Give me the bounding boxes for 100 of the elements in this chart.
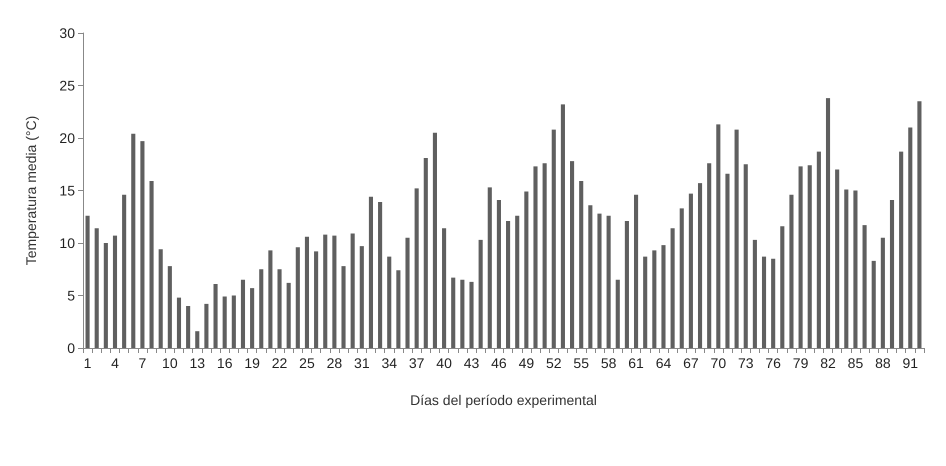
bar (150, 181, 154, 348)
bar (707, 163, 712, 348)
bar (808, 165, 812, 348)
bar (259, 269, 264, 348)
x-axis-title: Días del período experimental (410, 392, 597, 408)
x-tick-label: 67 (683, 355, 699, 371)
bar (414, 188, 419, 348)
bar (240, 280, 246, 348)
x-tick-label: 76 (765, 355, 782, 371)
bar (862, 225, 867, 348)
x-tick-label: 25 (299, 355, 315, 371)
bar (716, 124, 720, 348)
bar (168, 266, 172, 348)
bar (213, 284, 218, 348)
bar (122, 194, 126, 348)
y-tick-label: 30 (59, 25, 76, 41)
x-tick-label: 49 (518, 355, 534, 371)
bar (872, 260, 876, 348)
bar (588, 205, 592, 348)
x-tick-label: 1 (84, 355, 92, 371)
bar (204, 304, 208, 348)
x-tick-label: 4 (111, 355, 120, 371)
bar (752, 240, 757, 348)
bar (424, 158, 428, 348)
x-tick-label: 37 (408, 355, 425, 371)
bar (789, 194, 794, 348)
bar (560, 104, 565, 348)
bar (524, 192, 528, 348)
bar (606, 216, 611, 348)
bar (917, 101, 922, 348)
y-tick-label: 15 (59, 182, 76, 198)
x-tick-label: 43 (464, 355, 480, 371)
x-tick-label: 88 (875, 355, 891, 371)
bar (624, 220, 629, 348)
bar (744, 164, 748, 348)
bar (140, 141, 144, 348)
bar (634, 194, 638, 348)
bar (780, 226, 784, 348)
y-tick-label: 0 (67, 340, 76, 356)
bar (378, 202, 382, 348)
bar (661, 245, 666, 348)
bar (496, 200, 501, 348)
y-axis-title: Temperatura media (°C) (23, 116, 39, 266)
bar (405, 238, 410, 348)
bar (816, 152, 821, 348)
bar (835, 170, 840, 348)
bar (762, 256, 766, 348)
bar (323, 234, 328, 348)
bar (478, 240, 483, 348)
bar (268, 250, 272, 348)
bar (332, 236, 336, 348)
bar (579, 181, 584, 348)
bar (643, 256, 648, 348)
bar (451, 278, 456, 348)
x-tick-label: 13 (189, 355, 206, 371)
bar (488, 187, 492, 348)
bar (250, 288, 254, 348)
bar (725, 174, 730, 348)
x-tick-label: 10 (162, 355, 178, 371)
x-tick-label: 55 (573, 355, 590, 371)
bar (232, 296, 236, 348)
bar (104, 243, 108, 348)
bar (552, 130, 556, 348)
bar (368, 196, 374, 348)
bar (688, 194, 693, 348)
bar (469, 282, 474, 348)
bar (798, 166, 803, 348)
bar (304, 236, 310, 348)
bar (442, 228, 446, 348)
bar (698, 183, 702, 348)
bar (176, 298, 182, 348)
bar (542, 163, 547, 348)
y-tick-label: 25 (59, 78, 76, 94)
x-tick-label: 85 (848, 355, 864, 371)
bar (360, 246, 364, 348)
x-tick-label: 7 (138, 355, 147, 371)
bar (460, 280, 464, 348)
x-tick-label: 52 (546, 355, 562, 371)
bar (396, 270, 400, 348)
x-tick-label: 58 (600, 355, 617, 371)
bar (186, 306, 190, 348)
bar (94, 228, 99, 348)
bar (387, 256, 392, 348)
bar (432, 132, 437, 348)
bar (350, 234, 355, 348)
x-tick-label: 82 (820, 355, 836, 371)
bar (890, 200, 894, 348)
x-tick-label: 91 (902, 355, 918, 371)
bar (597, 214, 602, 348)
bar (515, 216, 520, 348)
x-tick-label: 22 (272, 355, 288, 371)
bar (652, 250, 656, 348)
x-tick-label: 61 (628, 355, 644, 371)
bar (826, 98, 830, 348)
bar (853, 190, 858, 348)
bar (670, 228, 675, 348)
bar (899, 152, 904, 348)
bar (222, 296, 227, 348)
bar (908, 128, 912, 348)
bar (86, 216, 90, 348)
